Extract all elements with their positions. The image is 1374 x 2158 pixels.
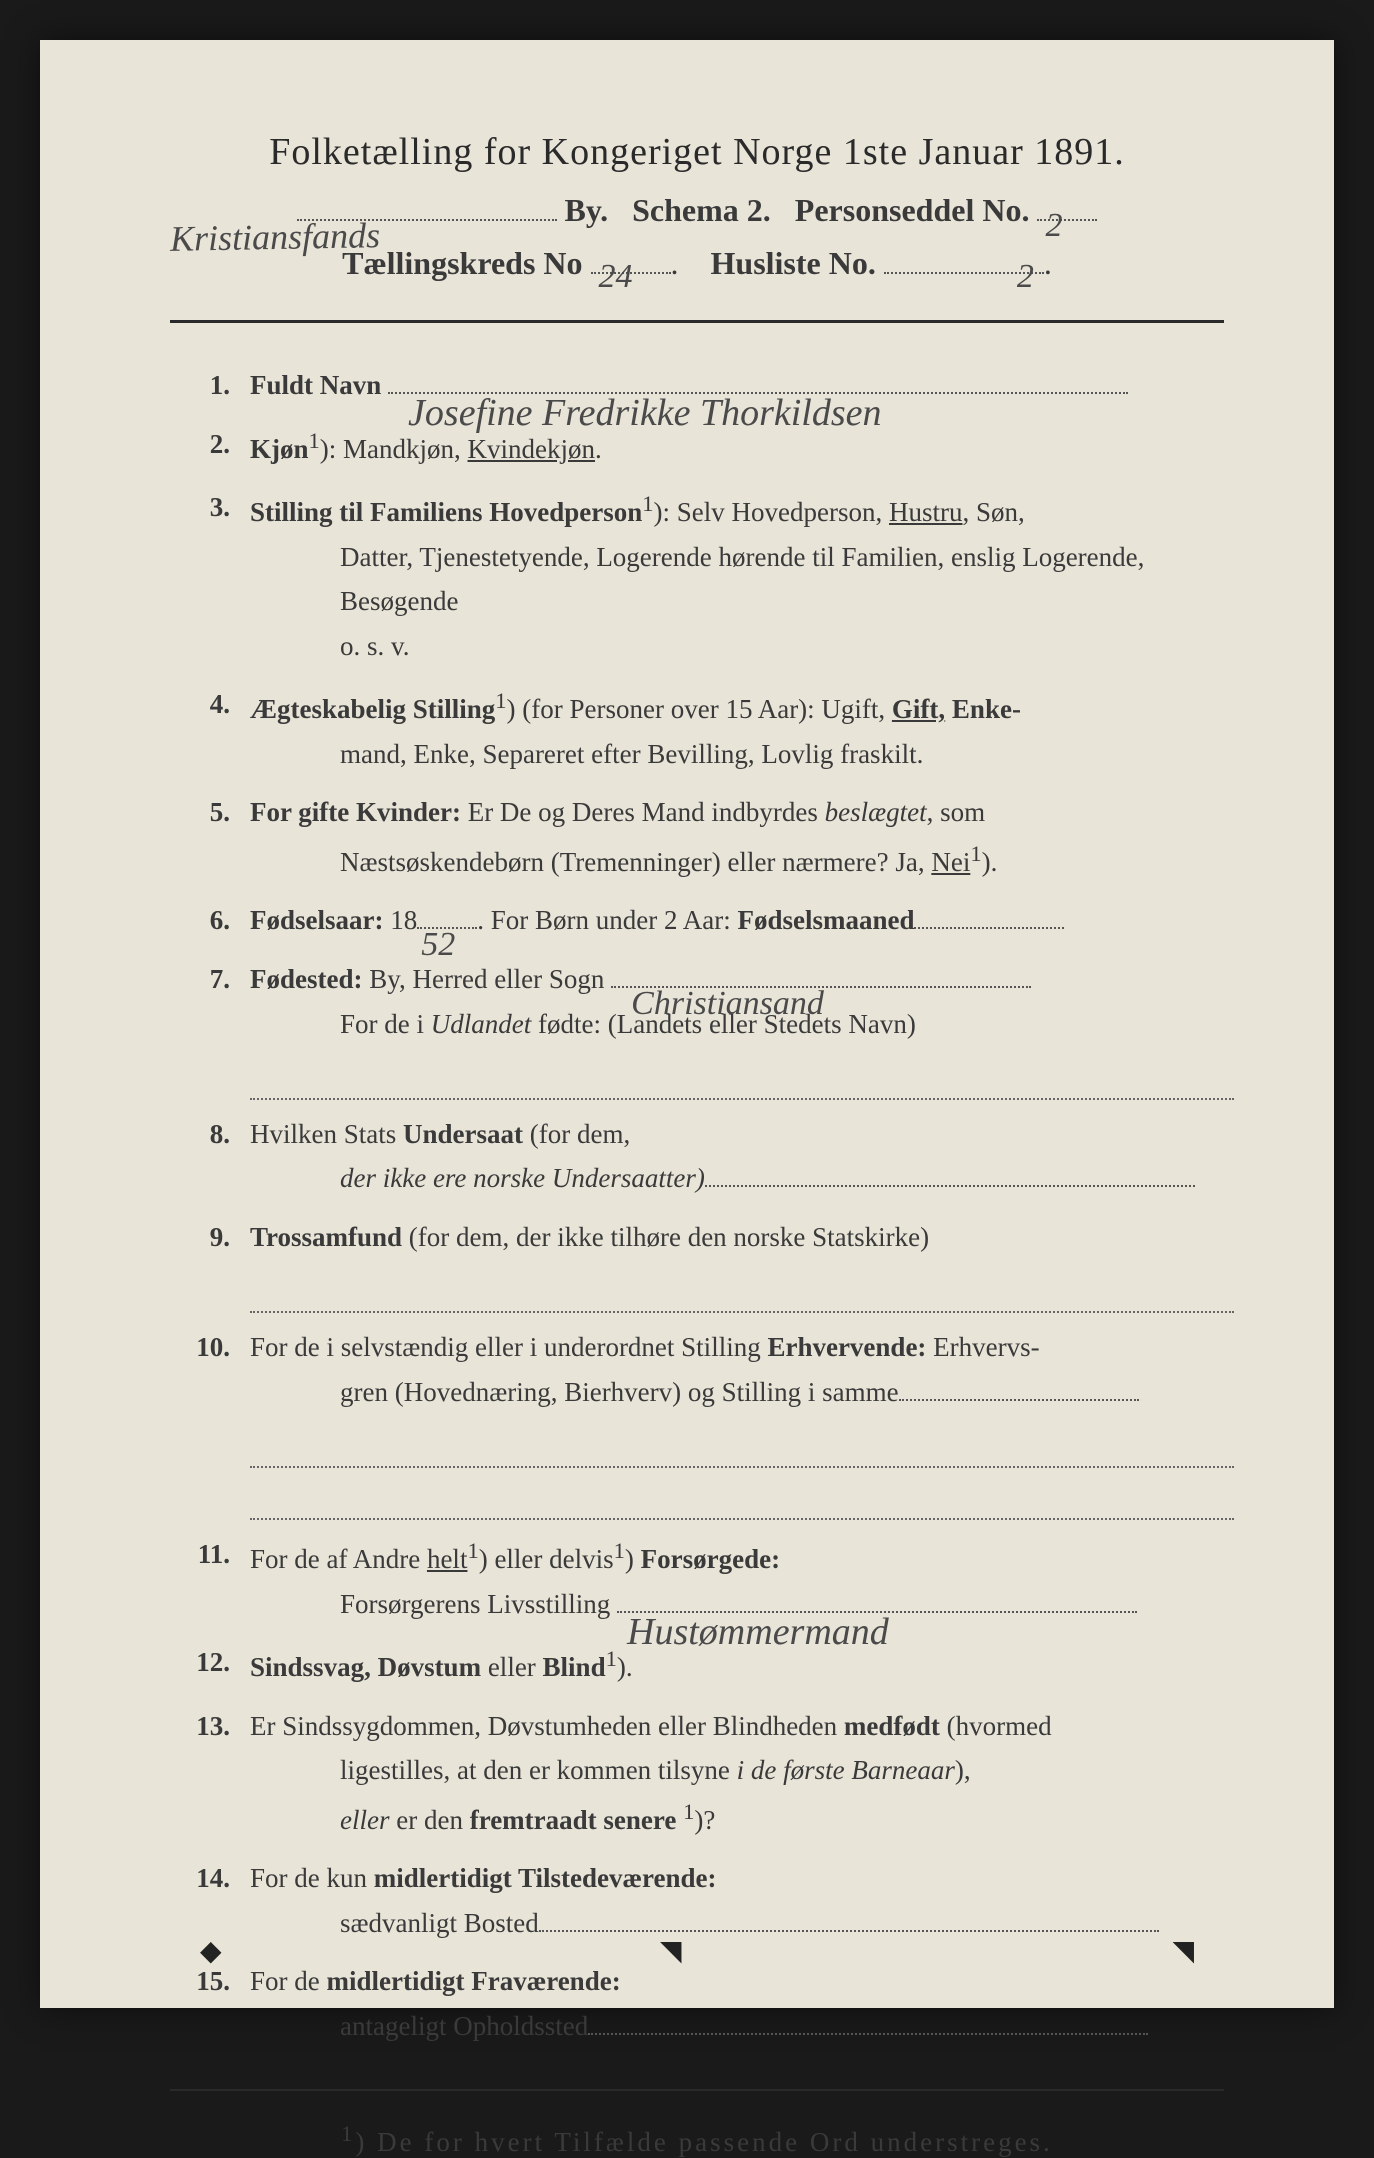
item-5: 5. For gifte Kvinder: Er De og Deres Man…	[160, 790, 1234, 884]
item-1: 1. Fuldt Navn Josefine Fredrikke Thorkil…	[160, 363, 1234, 408]
dotted-line-10a	[250, 1428, 1234, 1468]
dotted-line-7	[250, 1060, 1234, 1100]
pin-mark-left: ◆	[200, 1934, 222, 1968]
dotted-line-9	[250, 1274, 1234, 1314]
pin-mark-right: ◥	[1172, 1934, 1194, 1968]
item-3: 3. Stilling til Familiens Hovedperson1):…	[160, 485, 1234, 668]
item-4: 4. Ægteskabelig Stilling1) (for Personer…	[160, 682, 1234, 776]
divider-bottom	[170, 2089, 1224, 2091]
husliste-no: 2	[1017, 258, 1034, 296]
item-8: 8. Hvilken Stats Undersaat (for dem, der…	[160, 1112, 1234, 1201]
header-line-2: By. Schema 2. Personseddel No. 2	[160, 192, 1234, 229]
item-14: 14. For de kun midlertidigt Tilstedevære…	[160, 1856, 1234, 1945]
item-6: 6. Fødselsaar: 1852. For Børn under 2 Aa…	[160, 898, 1234, 943]
husliste-label: Husliste No.	[711, 245, 876, 281]
schema-label: Schema 2.	[632, 192, 771, 228]
provider-occupation: Hustømmermand	[627, 1601, 889, 1664]
census-form-page: Folketælling for Kongeriget Norge 1ste J…	[40, 40, 1334, 2008]
personseddel-label: Personseddel No.	[795, 192, 1030, 228]
item-11: 11. For de af Andre helt1) eller delvis1…	[160, 1532, 1234, 1626]
item-9: 9. Trossamfund (for dem, der ikke tilhør…	[160, 1215, 1234, 1260]
dotted-line-10b	[250, 1480, 1234, 1520]
personseddel-no: 2	[1045, 207, 1062, 245]
item-13: 13. Er Sindssygdommen, Døvstumheden elle…	[160, 1704, 1234, 1843]
form-title: Folketælling for Kongeriget Norge 1ste J…	[160, 130, 1234, 174]
by-label: By.	[565, 192, 609, 228]
footnote: 1) De for hvert Tilfælde passende Ord un…	[160, 2121, 1234, 2158]
item-15: 15. For de midlertidigt Fraværende: anta…	[160, 1959, 1234, 2048]
pin-mark-center: ◥	[660, 1934, 682, 1968]
form-items: 1. Fuldt Navn Josefine Fredrikke Thorkil…	[160, 363, 1234, 2049]
birthplace-value: Christiansand	[631, 976, 824, 1032]
item-7: 7. Fødested: By, Herred eller Sogn Chris…	[160, 957, 1234, 1046]
birth-year: 52	[421, 917, 455, 973]
divider-top	[170, 320, 1224, 323]
kreds-no: 24	[599, 258, 633, 296]
item-10: 10. For de i selvstændig eller i underor…	[160, 1325, 1234, 1414]
full-name-value: Josefine Fredrikke Thorkildsen	[408, 382, 881, 445]
marital-selected: Gift,	[892, 694, 945, 724]
relation-selected: Hustru	[889, 497, 963, 527]
related-selected: Nei	[931, 847, 970, 877]
